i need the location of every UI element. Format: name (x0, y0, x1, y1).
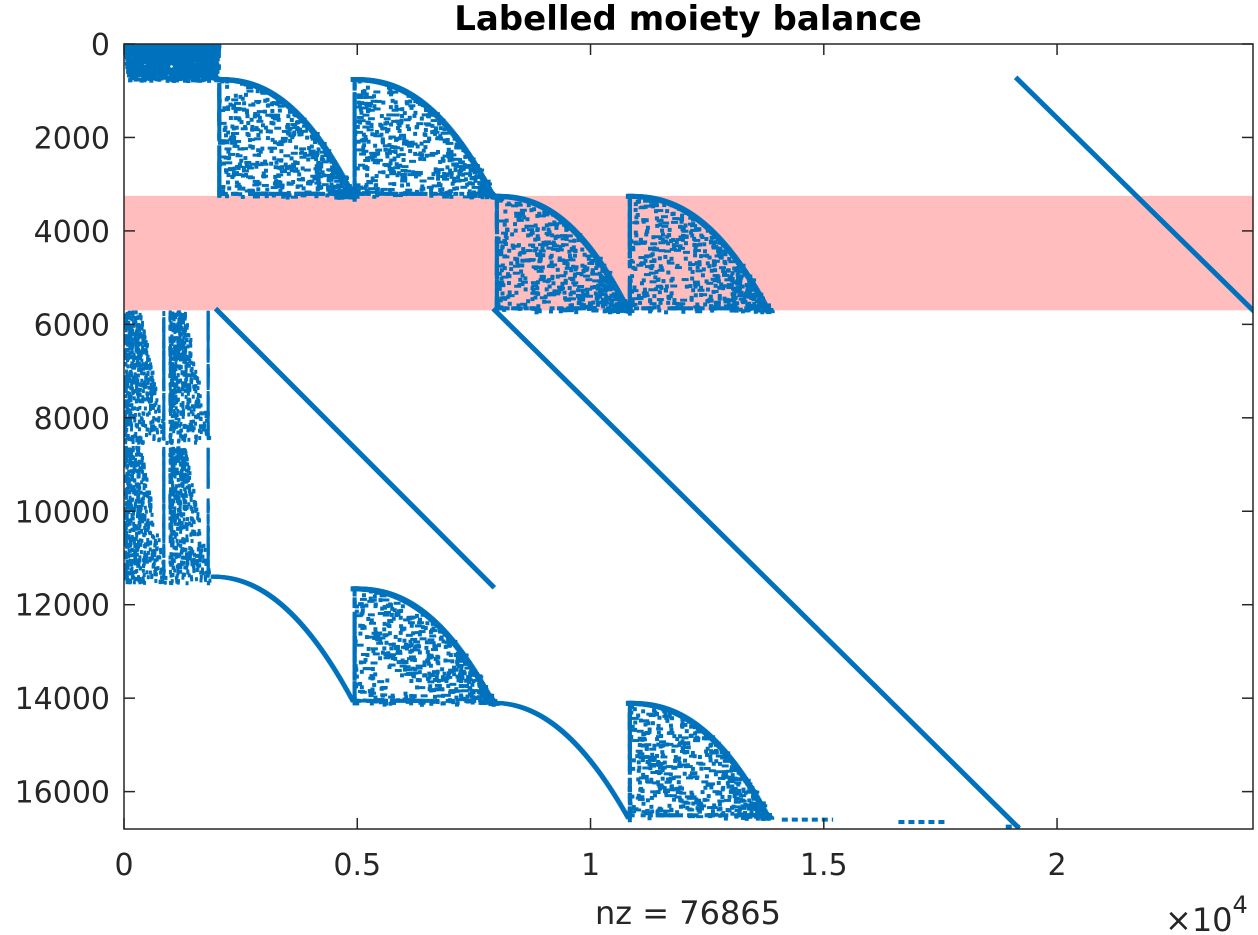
diagonal-segment-3 (491, 306, 1021, 829)
chart-title: Labelled moiety balance (454, 0, 922, 39)
x-axis-label: nz = 76865 (595, 894, 781, 932)
y-tick-label: 4000 (34, 215, 110, 250)
x-multiplier-exponent: 4 (1233, 891, 1248, 919)
x-axis-ticks: 0 0.5 1 1.5 2 (114, 44, 1067, 883)
cluster-block-4 (492, 193, 635, 315)
y-tick-label: 16000 (15, 776, 110, 811)
cluster-block-6 (124, 310, 212, 446)
x-tick-label: 2 (1048, 848, 1067, 883)
x-tick-label: 0.5 (333, 848, 381, 883)
diagonal-segment-2 (213, 306, 497, 590)
y-tick-label: 10000 (15, 495, 110, 530)
cluster-block-9 (625, 700, 775, 823)
cluster-block-1 (124, 44, 222, 84)
diagonal-segment-1 (1013, 75, 1253, 314)
y-tick-label: 12000 (15, 589, 110, 624)
cluster-block-7 (124, 445, 212, 586)
axes-frame (123, 43, 1254, 830)
y-tick-label: 6000 (34, 308, 110, 343)
y-tick-label: 0 (91, 28, 110, 63)
x-axis-multiplier: ×104 (1165, 891, 1248, 935)
cluster-block-2 (215, 77, 360, 200)
cluster-block-8 (350, 586, 500, 707)
y-tick-label: 14000 (15, 682, 110, 717)
curved-trace-1 (210, 574, 355, 703)
x-tick-label: 1 (581, 848, 600, 883)
axes-box (123, 43, 1254, 830)
data-layer (124, 44, 1253, 829)
x-multiplier-base: ×10 (1165, 901, 1233, 935)
y-axis-ticks: 0 2000 4000 6000 8000 10000 12000 14000 16000 (15, 28, 1253, 811)
plot-area (124, 44, 1253, 829)
cluster-block-3 (350, 77, 499, 202)
cluster-block-5 (625, 193, 775, 316)
x-tick-label: 0 (114, 848, 133, 883)
curved-trace-2 (490, 700, 630, 820)
y-tick-label: 8000 (34, 402, 110, 437)
y-tick-label: 2000 (34, 121, 110, 156)
x-tick-label: 1.5 (800, 848, 848, 883)
